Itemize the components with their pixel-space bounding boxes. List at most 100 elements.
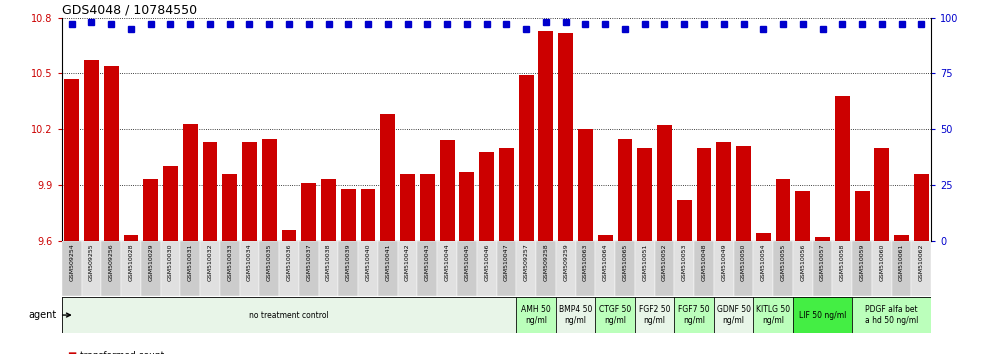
Bar (339, 241, 359, 296)
Bar (539, 31, 554, 241)
Bar (773, 241, 793, 296)
Text: GSM509256: GSM509256 (109, 244, 114, 281)
Text: GSM510060: GSM510060 (879, 244, 884, 281)
Bar (361, 189, 375, 241)
Bar (657, 125, 672, 241)
Text: FGF7 50
ng/ml: FGF7 50 ng/ml (678, 306, 710, 325)
Bar (64, 79, 79, 241)
Text: BMP4 50
ng/ml: BMP4 50 ng/ml (559, 306, 593, 325)
Text: GSM510041: GSM510041 (385, 244, 390, 281)
Bar (736, 146, 751, 241)
Text: KITLG 50
ng/ml: KITLG 50 ng/ml (756, 306, 790, 325)
Bar (716, 142, 731, 241)
Bar (576, 241, 596, 296)
Bar (102, 241, 122, 296)
Text: GSM510065: GSM510065 (622, 244, 627, 281)
Bar (833, 241, 853, 296)
Bar (222, 174, 237, 241)
Bar (674, 297, 714, 333)
Text: GSM510043: GSM510043 (425, 244, 430, 281)
Bar (321, 179, 336, 241)
Bar (62, 297, 516, 333)
Bar (637, 148, 652, 241)
Bar (677, 200, 691, 241)
Bar (437, 241, 457, 296)
Bar (479, 152, 494, 241)
Text: GDS4048 / 10784550: GDS4048 / 10784550 (62, 4, 197, 17)
Bar (776, 179, 791, 241)
Bar (578, 129, 593, 241)
Bar (84, 61, 99, 241)
Text: GSM510046: GSM510046 (484, 244, 489, 281)
Text: GSM510057: GSM510057 (820, 244, 825, 281)
Text: GDNF 50
ng/ml: GDNF 50 ng/ml (717, 306, 751, 325)
Bar (516, 297, 556, 333)
Text: GSM510064: GSM510064 (603, 244, 608, 281)
Text: GSM510063: GSM510063 (583, 244, 588, 281)
Text: GSM510061: GSM510061 (899, 244, 904, 281)
Bar (319, 241, 339, 296)
Bar (262, 138, 277, 241)
Bar (793, 297, 853, 333)
Text: GSM509257: GSM509257 (524, 244, 529, 281)
Bar (180, 241, 200, 296)
Bar (380, 114, 395, 241)
Text: no treatment control: no treatment control (249, 310, 329, 320)
Bar (82, 241, 102, 296)
Text: GSM510030: GSM510030 (168, 244, 173, 281)
Bar (874, 148, 889, 241)
Bar (259, 241, 279, 296)
Bar (598, 235, 613, 241)
Bar (753, 297, 793, 333)
Bar (853, 241, 872, 296)
Text: GSM510050: GSM510050 (741, 244, 746, 281)
Bar (872, 241, 891, 296)
Bar (911, 241, 931, 296)
Bar (104, 66, 119, 241)
Text: GSM510054: GSM510054 (761, 244, 766, 281)
Text: GSM509255: GSM509255 (89, 244, 94, 281)
Bar (756, 233, 771, 241)
Bar (734, 241, 753, 296)
Bar (282, 229, 297, 241)
Bar (813, 241, 833, 296)
Text: GSM510040: GSM510040 (366, 244, 371, 281)
Bar (459, 172, 474, 241)
Bar (894, 235, 909, 241)
Text: GSM510029: GSM510029 (148, 244, 153, 281)
Bar (220, 241, 240, 296)
Bar (457, 241, 477, 296)
Text: GSM509254: GSM509254 (69, 244, 74, 281)
Bar (477, 241, 496, 296)
Bar (202, 142, 217, 241)
Bar (914, 174, 929, 241)
Bar (815, 237, 830, 241)
Bar (420, 174, 434, 241)
Text: GSM509258: GSM509258 (544, 244, 549, 281)
Text: AMH 50
ng/ml: AMH 50 ng/ml (521, 306, 551, 325)
Text: GSM510032: GSM510032 (207, 244, 212, 281)
Text: GSM510058: GSM510058 (840, 244, 845, 281)
Bar (536, 241, 556, 296)
Bar (674, 241, 694, 296)
Text: ■: ■ (67, 351, 76, 354)
Bar (163, 166, 178, 241)
Text: CTGF 50
ng/ml: CTGF 50 ng/ml (599, 306, 631, 325)
Text: GSM510049: GSM510049 (721, 244, 726, 281)
Bar (183, 124, 197, 241)
Text: LIF 50 ng/ml: LIF 50 ng/ml (799, 310, 847, 320)
Text: GSM509259: GSM509259 (563, 244, 568, 281)
Bar (122, 241, 140, 296)
Bar (596, 297, 634, 333)
Text: GSM510042: GSM510042 (405, 244, 410, 281)
Text: GSM510039: GSM510039 (346, 244, 351, 281)
Text: PDGF alfa bet
a hd 50 ng/ml: PDGF alfa bet a hd 50 ng/ml (866, 306, 918, 325)
Bar (397, 241, 417, 296)
Text: GSM510051: GSM510051 (642, 244, 647, 281)
Bar (796, 190, 810, 241)
Text: GSM510031: GSM510031 (187, 244, 192, 281)
Bar (359, 241, 377, 296)
Bar (279, 241, 299, 296)
Text: GSM510048: GSM510048 (701, 244, 706, 281)
Bar (855, 190, 870, 241)
